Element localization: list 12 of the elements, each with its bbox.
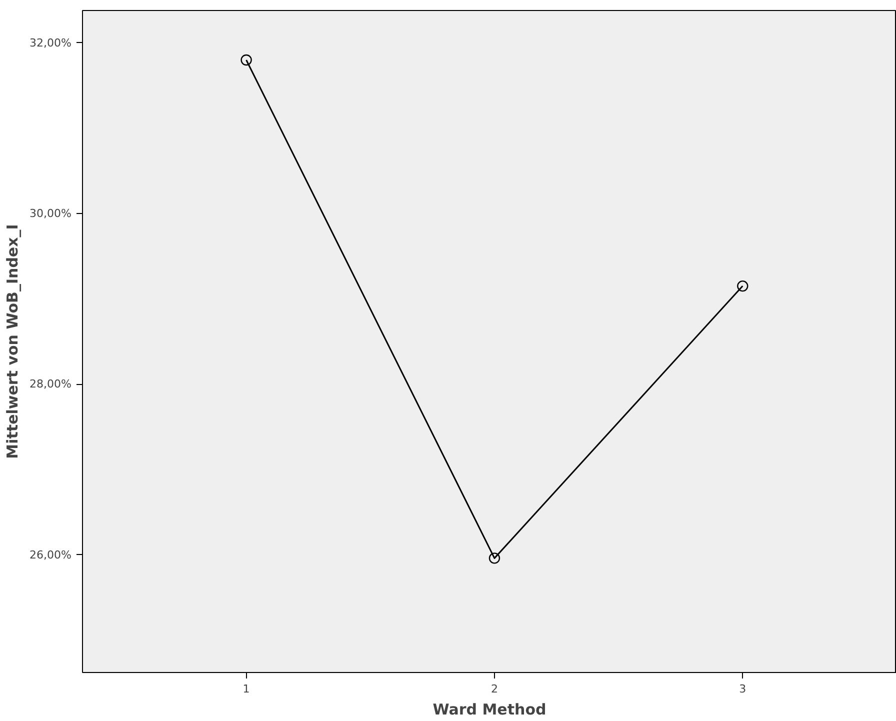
point [737, 280, 748, 292]
x-tick-label: 1 [242, 682, 250, 696]
y-tick-label: 26,00% [30, 548, 72, 562]
point [240, 54, 252, 66]
x-tick-label: 2 [490, 682, 498, 696]
y-tick-label: 32,00% [30, 36, 72, 50]
point [488, 552, 500, 564]
x-tick-label: 3 [739, 682, 746, 696]
y-tick-label: 28,00% [30, 378, 72, 391]
y-tick-label: 30,00% [30, 207, 72, 220]
y-axis-title: Mittelwert von WoB_Index_I [4, 224, 22, 459]
x-axis-title: Ward Method [432, 700, 546, 718]
